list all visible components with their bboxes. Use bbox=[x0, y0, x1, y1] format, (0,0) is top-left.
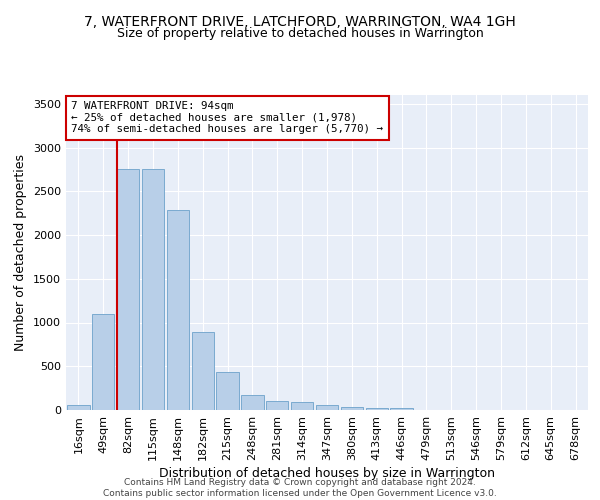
Bar bbox=[217, 372, 239, 410]
Bar bbox=[241, 395, 263, 410]
Bar bbox=[391, 408, 413, 410]
Bar bbox=[316, 405, 338, 410]
Bar bbox=[117, 168, 139, 410]
Bar bbox=[191, 332, 214, 410]
Text: Contains HM Land Registry data © Crown copyright and database right 2024.
Contai: Contains HM Land Registry data © Crown c… bbox=[103, 478, 497, 498]
Text: Size of property relative to detached houses in Warrington: Size of property relative to detached ho… bbox=[116, 28, 484, 40]
Text: 7 WATERFRONT DRIVE: 94sqm
← 25% of detached houses are smaller (1,978)
74% of se: 7 WATERFRONT DRIVE: 94sqm ← 25% of detac… bbox=[71, 102, 383, 134]
Bar bbox=[92, 314, 115, 410]
Bar bbox=[365, 408, 388, 410]
Text: 7, WATERFRONT DRIVE, LATCHFORD, WARRINGTON, WA4 1GH: 7, WATERFRONT DRIVE, LATCHFORD, WARRINGT… bbox=[84, 15, 516, 29]
Bar bbox=[291, 402, 313, 410]
Bar bbox=[266, 401, 289, 410]
Bar bbox=[67, 405, 89, 410]
Bar bbox=[167, 210, 189, 410]
Bar bbox=[142, 170, 164, 410]
Bar bbox=[341, 408, 363, 410]
Y-axis label: Number of detached properties: Number of detached properties bbox=[14, 154, 28, 351]
X-axis label: Distribution of detached houses by size in Warrington: Distribution of detached houses by size … bbox=[159, 467, 495, 480]
